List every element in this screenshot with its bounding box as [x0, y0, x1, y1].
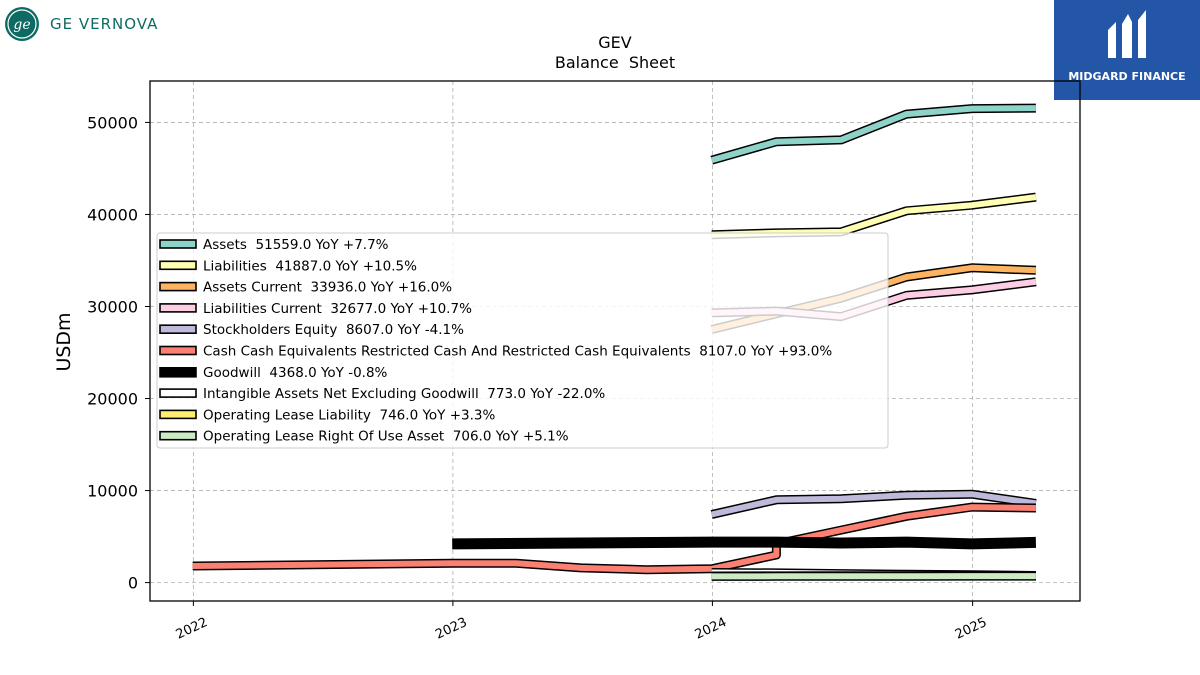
legend-swatch [159, 366, 197, 378]
series-line-4 [711, 491, 1037, 518]
legend-entry: Assets 51559.0 YoY +7.7% [203, 237, 389, 253]
legend-entry: Liabilities 41887.0 YoY +10.5% [203, 258, 417, 274]
x-tick-label: 2023 [433, 615, 469, 643]
midgard-mark-icon [1108, 10, 1146, 58]
y-tick-label: 50000 [87, 113, 138, 132]
x-tick-label: 2022 [174, 615, 210, 643]
legend-entry: Liabilities Current 32677.0 YoY +10.7% [203, 301, 472, 317]
legend-swatch [159, 324, 197, 335]
y-tick-label: 20000 [87, 390, 138, 409]
x-tick-label: 2025 [953, 615, 989, 643]
legend-entry: Goodwill 4368.0 YoY -0.8% [203, 365, 388, 381]
legend-swatch [159, 409, 197, 420]
series-outline-6 [452, 536, 1037, 550]
chart-subtitle: Balance Sheet [555, 53, 675, 72]
legend: Assets 51559.0 YoY +7.7% Liabilities 4188… [156, 232, 889, 449]
series-line-5 [192, 504, 1036, 573]
y-axis-label: USDm [53, 312, 75, 371]
ge-vernova-logo: ge GE VERNOVA [4, 5, 158, 43]
legend-entry: Assets Current 33936.0 YoY +16.0% [203, 280, 452, 296]
ge-monogram-icon: ge [5, 7, 39, 41]
legend-swatch [159, 281, 197, 292]
legend-entry: Stockholders Equity 8607.0 YoY -4.1% [203, 322, 464, 338]
chart-title: GEV [598, 33, 632, 52]
legend-swatch [159, 345, 197, 356]
legend-swatch [159, 388, 197, 398]
midgard-finance-logo: MIDGARD FINANCE [1054, 0, 1200, 100]
legend-swatch [159, 239, 197, 249]
svg-text:ge: ge [13, 17, 30, 33]
legend-box [156, 232, 889, 449]
right-logo-text: MIDGARD FINANCE [1068, 70, 1186, 83]
series-line-0 [710, 105, 1036, 164]
series-outline-0 [710, 103, 1036, 165]
legend-entry: Intangible Assets Net Excluding Goodwill… [203, 386, 605, 402]
y-tick-label: 10000 [87, 482, 138, 501]
left-logo-text: GE VERNOVA [50, 15, 159, 33]
plot-frame [149, 80, 1081, 602]
y-tick-label: 30000 [87, 297, 138, 316]
legend-swatch [159, 430, 197, 441]
y-tick-label: 40000 [87, 205, 138, 224]
legend-entry: Operating Lease Right Of Use Asset 706.0… [203, 429, 569, 445]
y-tick-label: 0 [128, 574, 138, 593]
legend-entry: Cash Cash Equivalents Restricted Cash An… [203, 344, 832, 360]
x-tick-label: 2024 [693, 615, 729, 643]
legend-swatch [159, 260, 197, 271]
legend-entry: Operating Lease Liability 746.0 YoY +3.3… [203, 407, 495, 423]
legend-swatch [159, 303, 197, 313]
